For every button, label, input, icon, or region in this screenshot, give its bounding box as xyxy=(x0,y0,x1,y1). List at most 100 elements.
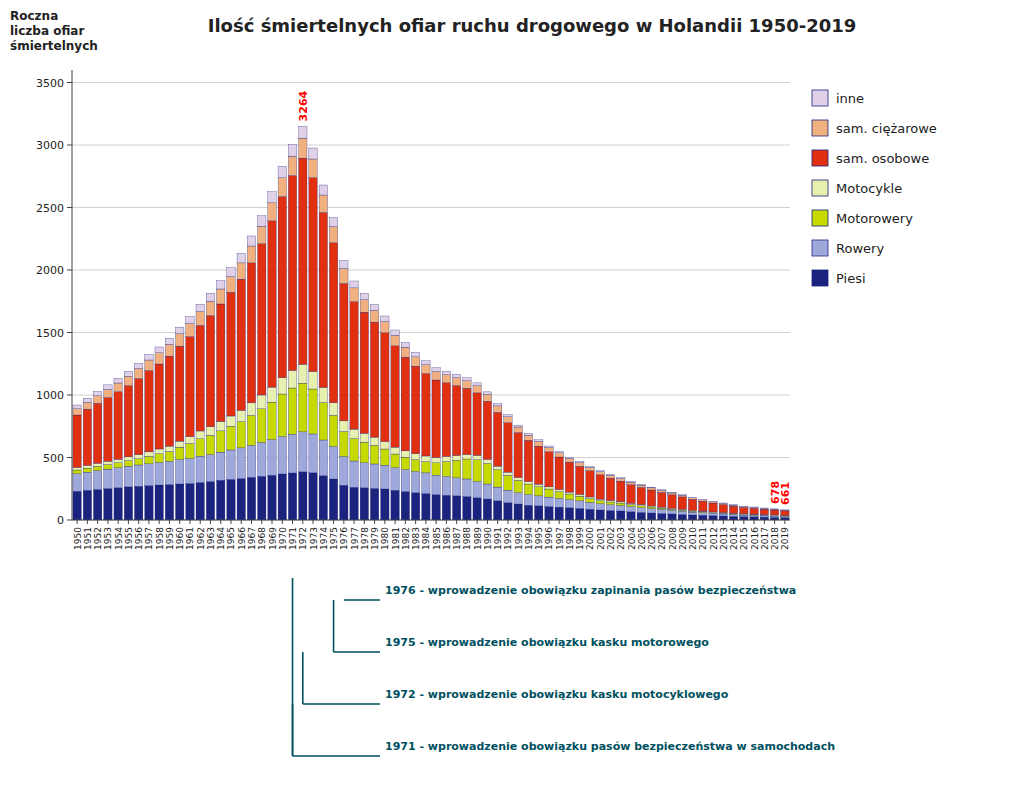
bar-segment xyxy=(391,335,399,346)
bar-segment xyxy=(83,490,91,520)
x-tick-label: 1967 xyxy=(247,527,257,550)
bar-segment xyxy=(381,316,389,322)
x-tick-label: 1968 xyxy=(257,527,267,550)
x-tick xyxy=(784,520,785,524)
bar-segment xyxy=(678,497,686,510)
bar-segment xyxy=(565,492,573,494)
bar-segment xyxy=(452,460,460,478)
x-tick-label: 2013 xyxy=(719,527,729,550)
bar-segment xyxy=(237,422,245,448)
legend-swatch xyxy=(812,210,828,226)
bar-segment xyxy=(504,475,512,490)
bar-segment xyxy=(258,226,266,244)
bar-segment xyxy=(134,459,142,465)
bar-segment xyxy=(93,471,101,490)
x-tick-label: 1995 xyxy=(534,527,544,550)
x-tick xyxy=(169,520,170,524)
bar-segment xyxy=(452,478,460,496)
bar-segment xyxy=(678,510,686,511)
bar-segment xyxy=(145,456,153,464)
bar-segment xyxy=(155,463,163,486)
bar-segment xyxy=(463,455,471,460)
x-tick-label: 1971 xyxy=(288,527,298,550)
x-tick-label: 2003 xyxy=(616,527,626,550)
bar-segment xyxy=(288,176,296,371)
bar-segment xyxy=(165,338,173,344)
bar-segment xyxy=(340,421,348,432)
x-tick-label: 1983 xyxy=(411,527,421,550)
bar-segment xyxy=(93,463,101,466)
x-tick xyxy=(538,520,539,524)
bar-segment xyxy=(534,446,542,484)
bar-segment xyxy=(770,508,778,509)
bar-segment xyxy=(319,476,327,520)
bar-segment xyxy=(278,394,286,437)
x-tick-label: 1950 xyxy=(73,527,83,550)
grid xyxy=(72,83,790,521)
bar-segment xyxy=(760,515,768,517)
bar-segment xyxy=(124,461,132,467)
y-tick-label: 500 xyxy=(43,452,64,465)
y-tick xyxy=(67,520,72,521)
x-tick xyxy=(507,520,508,524)
bar-segment xyxy=(196,439,204,457)
x-tick xyxy=(528,520,529,524)
bar-segment xyxy=(463,378,471,381)
bar-segment xyxy=(186,484,194,521)
bar-segment xyxy=(73,415,81,468)
bar-segment xyxy=(606,505,614,511)
x-tick-label: 2015 xyxy=(739,527,749,550)
bar-segment xyxy=(104,465,112,470)
bar-segment xyxy=(647,490,655,506)
bar-segment xyxy=(83,465,91,468)
bar-segment xyxy=(524,440,532,481)
bar-segment xyxy=(309,148,317,159)
x-tick-label: 1962 xyxy=(196,527,206,550)
bar-segment xyxy=(709,501,717,502)
bar-segment xyxy=(114,468,122,488)
bar-segment xyxy=(432,475,440,494)
x-tick xyxy=(764,520,765,524)
bar-segment xyxy=(432,368,440,372)
bar-segment xyxy=(606,511,614,521)
legend: innesam. ciężarowesam. osoboweMotocykleM… xyxy=(812,90,937,286)
bar-segment xyxy=(124,487,132,520)
x-tick xyxy=(559,520,560,524)
bar-segment xyxy=(155,485,163,520)
notes: 1976 - wprowadzenie obowiązku zapinania … xyxy=(293,578,835,756)
bar-segment xyxy=(596,504,604,510)
bar-segment xyxy=(196,312,204,326)
bar-segment xyxy=(134,455,142,459)
note: 1976 - wprowadzenie obowiązku zapinania … xyxy=(385,584,796,597)
bar-segment xyxy=(329,479,337,520)
bar-segment xyxy=(699,499,707,501)
bar-segment xyxy=(678,495,686,497)
x-tick xyxy=(200,520,201,524)
note: 1971 - wprowadzenie obowiązku pasów bezp… xyxy=(385,740,835,753)
bar-segment xyxy=(483,463,491,484)
bar-segment xyxy=(401,492,409,521)
x-tick-label: 1961 xyxy=(185,527,195,550)
note-connector xyxy=(293,755,380,757)
bar-segment xyxy=(309,389,317,434)
bar-segment xyxy=(93,466,101,470)
bar-segment xyxy=(329,447,337,480)
bar-segment xyxy=(729,514,737,516)
bar-segment xyxy=(473,383,481,386)
y-tick-label: 3500 xyxy=(36,77,64,90)
x-tick xyxy=(425,520,426,524)
bar-segment xyxy=(370,304,378,310)
bar-segment xyxy=(309,372,317,390)
bar-segment xyxy=(514,480,522,493)
legend-swatch xyxy=(812,240,828,256)
note-connector xyxy=(333,600,335,652)
bar-segment xyxy=(114,463,122,468)
bar-segment xyxy=(483,392,491,395)
x-tick xyxy=(374,520,375,524)
bar-segment xyxy=(227,416,235,426)
bar-segment xyxy=(186,459,194,484)
note: 1972 - wprowadzenie obowiązku kasku moto… xyxy=(385,688,729,701)
x-tick-label: 1956 xyxy=(134,527,144,550)
bar-segment xyxy=(534,506,542,520)
bar-segment xyxy=(319,403,327,441)
